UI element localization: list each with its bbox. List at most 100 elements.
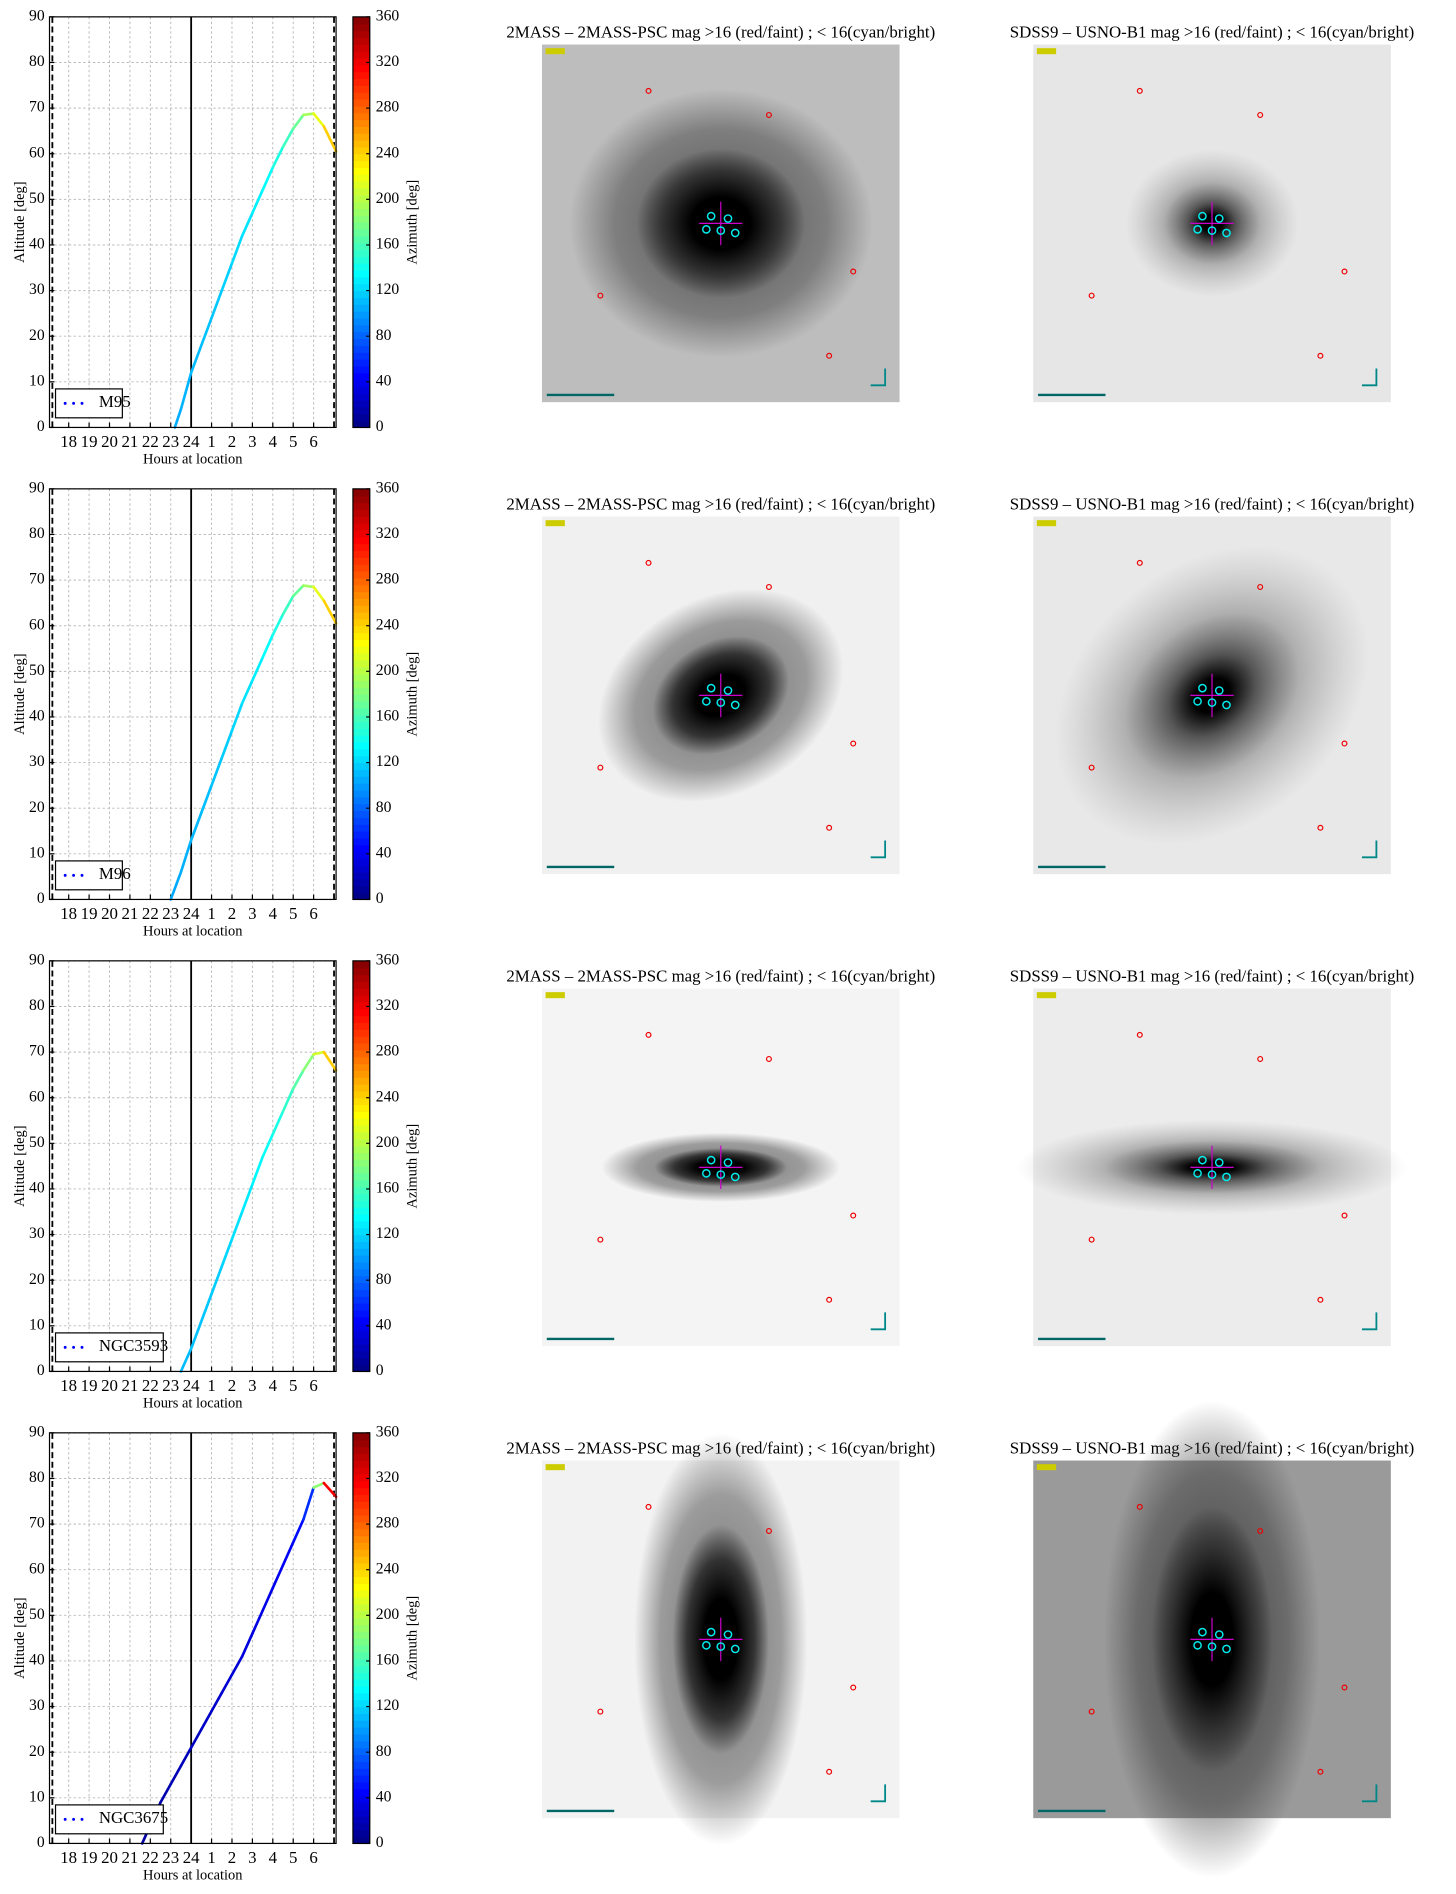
catalog-source [645,1503,652,1510]
x-tick-label: 23 [162,1376,179,1395]
catalog-source [765,1055,772,1062]
colorbar-cell [352,837,370,846]
colorbar-cell [352,1487,370,1496]
colorbar-cell [352,728,370,736]
colorbar-cell [352,1350,370,1359]
altitude-segment [200,1292,213,1323]
survey-tag [1036,992,1057,999]
colorbar-tick-label: 120 [376,1225,400,1242]
legend-box [54,860,123,891]
colorbar-frame [352,488,371,901]
colorbar-cell [352,1446,370,1454]
y-tick-label: 60 [29,144,45,161]
colorbar-cell [352,249,370,257]
plot-area [49,488,337,900]
catalog-source [1214,686,1224,695]
x-tick-label: 3 [248,904,256,923]
legend-box [54,388,123,419]
colorbar-cell [352,1733,370,1742]
catalog-source [765,111,772,118]
colorbar-cell [352,1015,370,1024]
catalog-source [1193,1641,1202,1650]
colorbar-cell [352,400,370,408]
y-tick-label: 20 [29,327,45,344]
colorbar-cell [352,735,370,743]
colorbar-cell [352,1768,370,1776]
colorbar-cell [352,290,370,299]
colorbar-cell [352,632,370,641]
colorbar-cell [352,1248,370,1256]
y-tick-label: 70 [29,571,45,588]
x-tick-label: 2 [228,904,236,923]
catalog-source [1317,824,1324,831]
colorbar-cell [352,1432,370,1441]
plot-frame [48,960,337,1373]
colorbar-cell [352,1172,370,1181]
colorbar-cell [352,1706,370,1715]
colorbar-tick-label: 320 [376,997,400,1014]
x-tick-label: 2 [228,432,236,451]
compass [1361,1784,1378,1803]
colorbar-cell [352,208,370,216]
x-tick-label: 23 [162,1848,179,1867]
colorbar-cell [352,1131,370,1140]
y-tick-label: 50 [29,190,45,207]
colorbar-cell [352,71,370,80]
colorbar-tick-label: 280 [376,1515,400,1532]
colorbar-cell [352,201,370,210]
altitude-segment [261,633,275,659]
compass [870,368,887,387]
colorbar-tick-label: 320 [376,1469,400,1486]
colorbar-cell [352,98,370,107]
colorbar-cell [352,1439,370,1448]
altitude-segment [302,584,315,589]
catalog-source [1088,764,1095,771]
altitude-segment [261,166,275,192]
legend-label: NGC3593 [99,1336,168,1355]
colorbar-cell [352,605,370,613]
colorbar-tick-label: 360 [376,1423,400,1440]
colorbar-cell [352,694,370,702]
y-tick-label: 10 [29,1788,45,1805]
altitude-segment [302,1486,315,1521]
colorbar-cell [352,687,370,695]
altitude-segment [251,1609,264,1635]
catalog-source [1207,226,1217,235]
y-tick-label: 0 [37,890,45,907]
colorbar-cell [352,352,370,360]
y-tick-label: 70 [29,99,45,116]
colorbar-cell [352,570,370,579]
altitude-segment [179,371,193,411]
y-tick-label: 0 [37,418,45,435]
colorbar-cell [352,591,370,599]
legend-marker [63,1817,67,1821]
x-tick-label: 2 [228,1848,236,1867]
y-axis-label: Altitude [deg] [12,1125,28,1206]
x-tick-label: 19 [81,432,98,451]
colorbar-tick-label: 0 [376,890,384,907]
colorbar-cell [352,1473,370,1482]
survey-tag [545,48,565,55]
colorbar-cell [352,1364,370,1373]
colorbar-cell [352,92,370,100]
catalog-source [1214,1158,1224,1167]
colorbar-cell [352,160,370,169]
catalog-source [1136,1503,1143,1510]
x-tick-label: 23 [162,904,179,923]
x-tick-label: 19 [81,904,98,923]
x-tick-label: 21 [122,1848,139,1867]
colorbar-cell [352,345,370,353]
catalog-source [1088,1236,1095,1243]
catalog-source [826,1768,833,1775]
colorbar-cell [352,1528,370,1537]
colorbar-label: Azimuth [deg] [404,180,420,265]
colorbar-cell [352,1200,370,1208]
catalog-source [1317,352,1324,359]
colorbar-cell [352,297,370,305]
colorbar-cell [352,1070,370,1078]
colorbar-cell [352,1501,370,1509]
colorbar-cell [352,331,370,340]
x-tick-label: 5 [289,1376,297,1395]
plot-area [49,16,337,428]
colorbar-cell [352,1521,370,1530]
